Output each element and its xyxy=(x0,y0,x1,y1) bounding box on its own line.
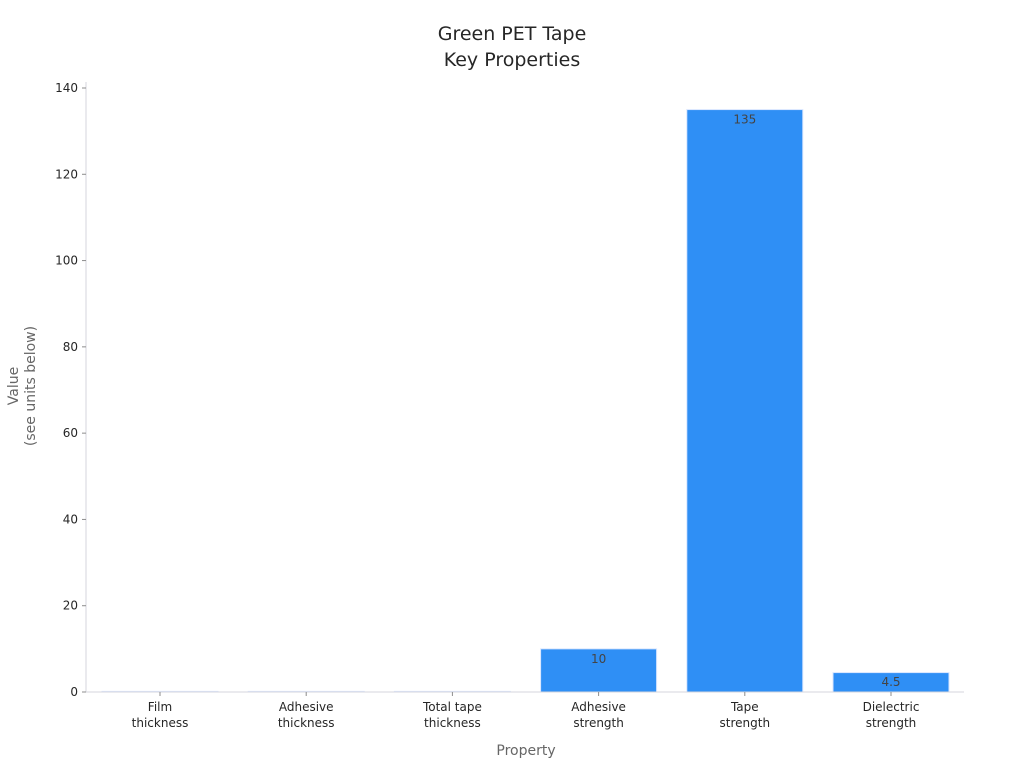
bars-layer: 10 135 4.5 xyxy=(101,109,950,693)
y-tick-label: 0 xyxy=(70,685,78,699)
data-label: 10 xyxy=(591,652,606,666)
x-tick-label: Total tape thickness xyxy=(422,700,482,730)
y-tick-label: 100 xyxy=(55,254,78,268)
x-tick-label-line: strength xyxy=(720,716,771,730)
y-tick-label: 140 xyxy=(55,81,78,95)
y-tick-label: 20 xyxy=(63,599,78,613)
x-tick-label-line: strength xyxy=(573,716,624,730)
y-axis-title-line-1: Value xyxy=(6,367,22,405)
x-axis-title: Property xyxy=(496,743,555,759)
x-tick-label: Dielectric strength xyxy=(863,700,920,730)
y-tick-label: 60 xyxy=(63,426,78,440)
x-tick-label: Tape strength xyxy=(720,700,771,730)
x-tick-label-line: Film xyxy=(148,700,172,714)
data-label: 4.5 xyxy=(881,675,900,689)
x-tick-label-line: Tape xyxy=(730,700,759,714)
y-axis-title-line-2: (see units below) xyxy=(23,326,39,446)
x-tick-label-line: thickness xyxy=(278,716,335,730)
x-tick-label-line: thickness xyxy=(424,716,481,730)
x-tick-label-line: strength xyxy=(866,716,917,730)
data-label: 135 xyxy=(733,113,756,127)
x-tick-label-line: Adhesive xyxy=(279,700,334,714)
bar xyxy=(686,109,804,693)
chart-title-line-1: Green PET Tape xyxy=(438,23,587,45)
x-tick-label: Adhesive thickness xyxy=(278,700,335,730)
x-tick-label-line: thickness xyxy=(132,716,189,730)
bar xyxy=(540,648,658,693)
y-tick-label: 80 xyxy=(63,340,78,354)
y-tick-label: 40 xyxy=(63,512,78,526)
axes-layer: 0 20 40 60 80 100 120 140 Film thickness Adhesive t… xyxy=(55,81,964,730)
chart-title-line-2: Key Properties xyxy=(444,49,581,71)
x-tick-label-line: Adhesive xyxy=(571,700,626,714)
x-tick-label: Film thickness xyxy=(132,700,189,730)
x-tick-label: Adhesive strength xyxy=(571,700,626,730)
x-tick-label-line: Total tape xyxy=(422,700,482,714)
x-tick-label-line: Dielectric xyxy=(863,700,920,714)
y-tick-label: 120 xyxy=(55,167,78,181)
